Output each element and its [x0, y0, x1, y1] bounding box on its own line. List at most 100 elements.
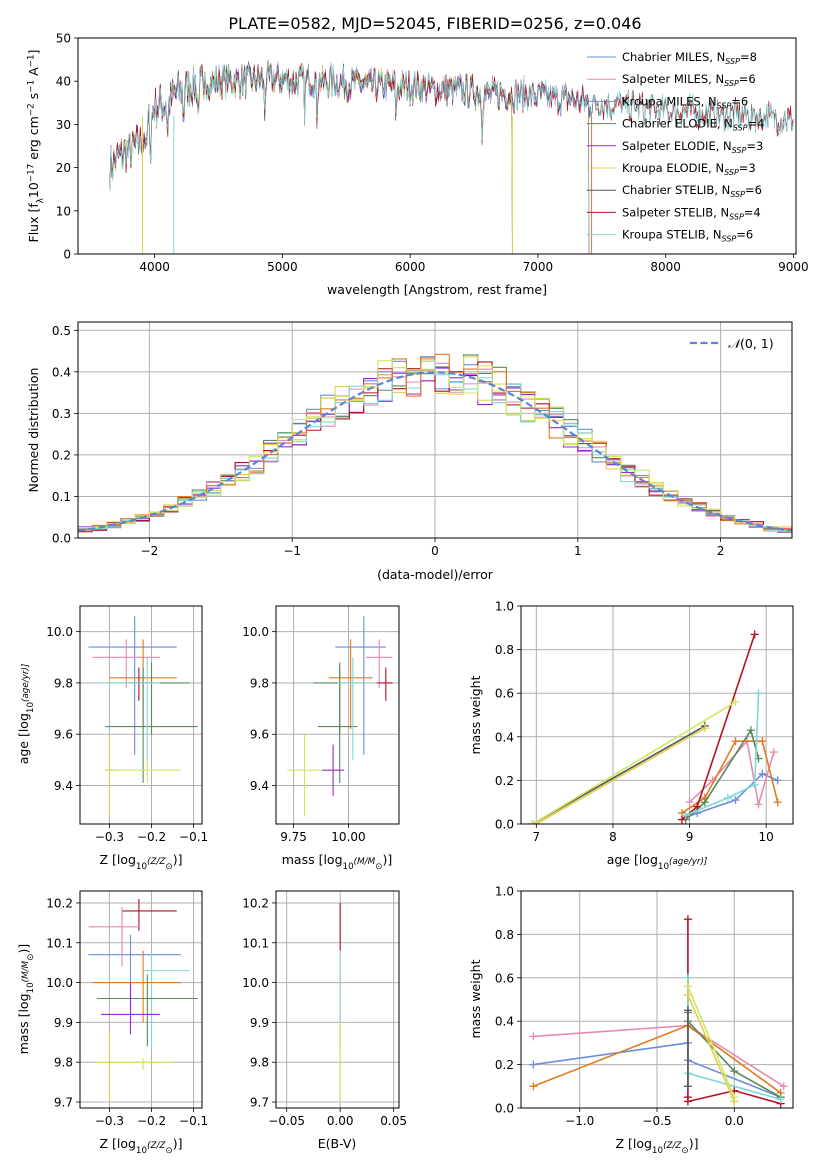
- spectrum-x-axis-label: wavelength [Angstrom, rest frame]: [327, 282, 547, 297]
- weightZ-x-axis-label-part: (Z/Z: [663, 1141, 682, 1151]
- x-tick-label: 9000: [778, 260, 809, 274]
- y-tick-label: 10.2: [242, 896, 269, 910]
- legend-entry-part: (0, 1): [740, 336, 774, 351]
- spectrum-y-axis-label-part: λ: [36, 198, 46, 203]
- mass-vs-EBV-plot-area: [276, 891, 399, 1108]
- ageZ-x-axis-label-part: 10: [136, 862, 147, 872]
- y-tick-label: 30: [56, 118, 71, 132]
- weight-line: [687, 986, 736, 1098]
- x-tick-label: −1: [283, 544, 301, 558]
- ageMass-x-axis-label-part: 10: [343, 862, 354, 872]
- ageMass-x-axis-label-part: (M/M: [354, 857, 376, 867]
- errorbar-point: [143, 950, 190, 1051]
- massEBV-x-axis-label: E(B-V): [318, 1136, 357, 1151]
- x-tick-label: 10: [759, 830, 774, 844]
- legend-entry-part: =6: [736, 228, 753, 242]
- massZ-x-axis-label-part: (Z/Z: [147, 1141, 166, 1151]
- massZ-x-axis-label-part: 10: [136, 1146, 147, 1156]
- x-tick-label: 0: [431, 544, 439, 558]
- ageZ-x-axis-label-part: Z [log: [99, 852, 135, 867]
- ageZ-x-axis-label-part: (Z/Z: [147, 857, 166, 867]
- legend-entry-part: Chabrier STELIB, N: [622, 183, 730, 197]
- legend-entry-part: Kroupa STELIB, N: [622, 228, 722, 242]
- spectrum-y-axis-label-part: 10: [26, 182, 41, 198]
- weight-line: [687, 994, 736, 1102]
- legend-entry: Kroupa STELIB, NSSP=6: [622, 228, 753, 244]
- legend-entry-part: =6: [739, 72, 756, 86]
- spectrum-y-axis-label: Flux [fλ10−17 erg cm−2 s−1 A−1]: [26, 50, 46, 243]
- histogram-step: [78, 360, 792, 534]
- massZ-x-axis-label: Z [log10(Z/Z⊙)]: [99, 1136, 182, 1156]
- x-tick-label: 0.0: [725, 1114, 744, 1128]
- legend-entry: Salpeter ELODIE, NSSP=3: [622, 139, 763, 155]
- massZ-x-axis-label-part: Z [log: [99, 1136, 135, 1151]
- legend-entry-part: Chabrier MILES, N: [622, 50, 725, 64]
- legend-entry-part: Salpeter ELODIE, N: [622, 139, 732, 153]
- age-vs-mass-plot-area: [276, 606, 399, 824]
- ageZ-x-axis-label: Z [log10(Z/Z⊙)]: [99, 852, 182, 872]
- errorbar-point: [328, 639, 373, 730]
- massZ-y-axis-label: mass [log10(M/M⊙)]: [16, 944, 36, 1055]
- mass-vs-EBV-axes: −0.05 0.00 0.05 9.7 9.8 9.9 10.0 10.1 10.2: [242, 890, 407, 1128]
- errorbar-point: [105, 734, 114, 817]
- errorbar-point: [88, 934, 181, 1023]
- y-tick-label: 0.6: [495, 971, 514, 985]
- mass-vs-EBV-frame: [275, 890, 400, 1109]
- x-tick-label: 2: [717, 544, 725, 558]
- x-tick-label: 7000: [523, 260, 554, 274]
- errorbar-point: [122, 898, 177, 931]
- errorbar-point: [101, 982, 160, 1035]
- y-tick-label: 9.8: [54, 1056, 73, 1070]
- massZ-y-axis-label-part: mass [log: [16, 993, 31, 1054]
- y-tick-label: 9.9: [250, 1016, 269, 1030]
- y-tick-label: 10.0: [242, 976, 269, 990]
- y-tick-label: 10.1: [242, 936, 269, 950]
- x-tick-label: −0.1: [179, 830, 208, 844]
- weightAge-y-axis-label: mass weight: [468, 675, 483, 754]
- errorbar-point: [101, 657, 160, 760]
- legend-entry-part: SSP: [717, 101, 732, 110]
- legend-entry-part: SSP: [733, 124, 748, 133]
- figure-title: PLATE=0582, MJD=52045, FIBERID=0256, z=0…: [228, 14, 641, 33]
- x-tick-label: 9: [686, 830, 694, 844]
- weightAge-x-axis-label-part: age [log: [607, 852, 658, 867]
- y-tick-label: 9.8: [54, 676, 73, 690]
- errorbar-point: [322, 744, 345, 796]
- y-tick-label: 0.4: [495, 730, 514, 744]
- spectrum-y-axis-label-part: ]: [26, 50, 41, 55]
- y-tick-label: 0.2: [52, 448, 71, 462]
- mass-weight-vs-age-frame: [520, 605, 794, 825]
- ageMass-x-axis-label-part: mass [log: [282, 852, 343, 867]
- x-tick-label: −0.3: [95, 830, 124, 844]
- y-tick-label: 0.2: [495, 1058, 514, 1072]
- y-tick-label: 9.7: [250, 1096, 269, 1110]
- spectrum-y-axis-label-part: −17: [26, 164, 36, 182]
- ageMass-x-axis-label-part: ⊙: [375, 862, 382, 872]
- legend-entry: 𝒩(0, 1): [728, 336, 774, 351]
- y-tick-label: 1.0: [495, 600, 514, 614]
- x-tick-label: −0.1: [179, 1114, 208, 1128]
- x-tick-label: −0.3: [95, 1114, 124, 1128]
- histogram-step: [78, 361, 792, 534]
- x-tick-label: −0.5: [642, 1114, 671, 1128]
- weight-line: [532, 701, 736, 824]
- mass-weight-vs-age-axes: 7 8 9 10 0.0 0.2 0.4 0.6 0.8 1.0: [495, 600, 794, 844]
- y-tick-label: 9.4: [250, 779, 269, 793]
- ageMass-x-axis-label-part: )]: [382, 852, 392, 867]
- spectrum-axes: 4000 5000 6000 7000 8000 9000 0 10 20 30 40 50: [56, 32, 809, 275]
- y-tick-label: 0.2: [495, 774, 514, 788]
- errorbar-point: [286, 734, 323, 817]
- weightAge-x-axis-label-part: 10: [658, 862, 669, 872]
- ageZ-y-axis-label-part: age [log: [16, 713, 31, 764]
- legend-entry-part: Salpeter STELIB, N: [622, 205, 729, 219]
- histogram-step: [78, 359, 792, 534]
- errorbar-point: [335, 616, 386, 755]
- spectrum-y-axis-label-part: −1: [26, 80, 36, 93]
- spectrum-line: [109, 60, 794, 191]
- spectrum-plot-area: [109, 59, 794, 254]
- weightZ-y-axis-label: mass weight: [468, 959, 483, 1038]
- legend-entry: Kroupa ELODIE, NSSP=3: [622, 161, 756, 177]
- y-tick-label: 10.0: [46, 976, 73, 990]
- errorbar-point: [337, 657, 364, 760]
